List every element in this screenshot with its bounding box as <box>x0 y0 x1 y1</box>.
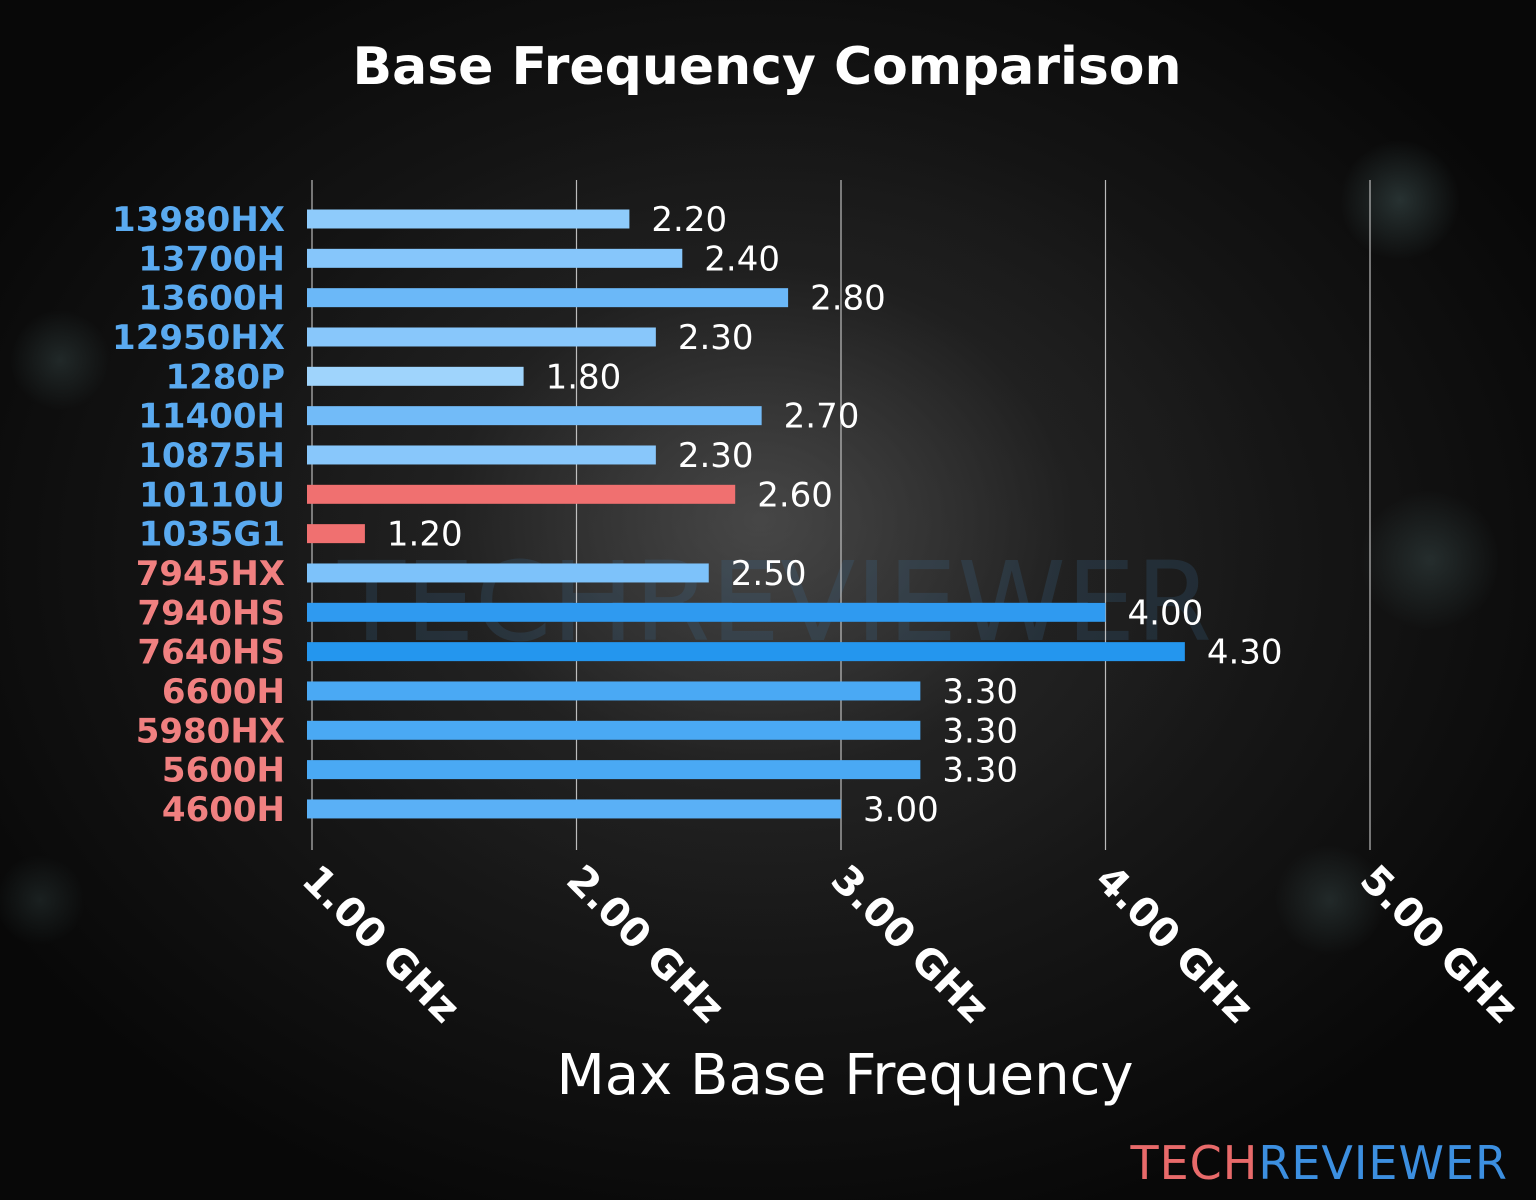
value-label: 3.30 <box>942 751 1018 791</box>
value-label: 2.40 <box>704 239 780 279</box>
category-label: 13700H <box>138 239 285 279</box>
value-label: 2.30 <box>678 436 754 476</box>
value-label: 1.80 <box>546 357 622 397</box>
bar <box>307 760 921 780</box>
value-label: 2.70 <box>784 397 860 437</box>
bar <box>307 484 736 504</box>
brand-part-tech: TECH <box>1130 1136 1259 1190</box>
bar <box>307 248 683 268</box>
bar <box>307 209 630 229</box>
x-tick-label: 5.00 GHz <box>1351 857 1527 1033</box>
category-label: 12950HX <box>112 318 285 358</box>
category-label: 1035G1 <box>139 515 285 555</box>
bar <box>307 642 1185 662</box>
value-label: 2.20 <box>651 200 727 240</box>
value-label: 3.30 <box>942 672 1018 712</box>
x-tick-label: 1.00 GHz <box>293 857 469 1033</box>
value-label: 1.20 <box>387 515 463 555</box>
category-label: 4600H <box>162 790 285 830</box>
bar <box>307 327 656 347</box>
bar <box>307 406 762 426</box>
bars-group <box>307 209 1185 819</box>
value-labels: 2.202.402.802.301.802.702.302.601.202.50… <box>387 200 1283 830</box>
category-label: 5600H <box>162 751 285 791</box>
value-label: 3.00 <box>863 790 939 830</box>
bar <box>307 288 789 308</box>
value-label: 2.50 <box>731 554 807 594</box>
x-tick-label: 2.00 GHz <box>557 857 733 1033</box>
bar <box>307 366 524 386</box>
value-label: 2.30 <box>678 318 754 358</box>
bar <box>307 524 365 544</box>
value-label: 2.80 <box>810 279 886 319</box>
x-tick-label: 3.00 GHz <box>822 857 998 1033</box>
category-label: 13980HX <box>112 200 285 240</box>
category-label: 13600H <box>138 279 285 319</box>
x-tick-labels: 1.00 GHz 2.00 GHz 3.00 GHz 4.00 GHz 5.00 GHz <box>293 857 1527 1033</box>
x-tick-label: 4.00 GHz <box>1086 857 1262 1033</box>
value-label: 3.30 <box>942 711 1018 751</box>
brand-logo: TECHREVIEWER <box>1130 1140 1508 1186</box>
category-label: 7640HS <box>137 633 285 673</box>
bar <box>307 602 1106 622</box>
category-label: 7940HS <box>137 593 285 633</box>
category-label: 10875H <box>138 436 285 476</box>
bar <box>307 563 709 583</box>
brand-part-reviewer: REVIEWER <box>1258 1136 1508 1190</box>
bar <box>307 720 921 740</box>
chart-title: Base Frequency Comparison <box>352 37 1181 97</box>
category-labels: 13980HX13700H13600H12950HX1280P11400H108… <box>112 200 285 830</box>
value-label: 4.00 <box>1128 593 1204 633</box>
value-label: 2.60 <box>757 475 833 515</box>
category-label: 1280P <box>165 357 285 397</box>
bar <box>307 681 921 701</box>
bar <box>307 445 656 465</box>
category-label: 6600H <box>162 672 285 712</box>
category-label: 7945HX <box>136 554 285 594</box>
category-label: 11400H <box>138 397 285 437</box>
category-label: 5980HX <box>136 711 285 751</box>
value-label: 4.30 <box>1207 633 1283 673</box>
category-label: 10110U <box>139 475 285 515</box>
bar <box>307 799 841 819</box>
x-axis-label: Max Base Frequency <box>556 1043 1133 1108</box>
